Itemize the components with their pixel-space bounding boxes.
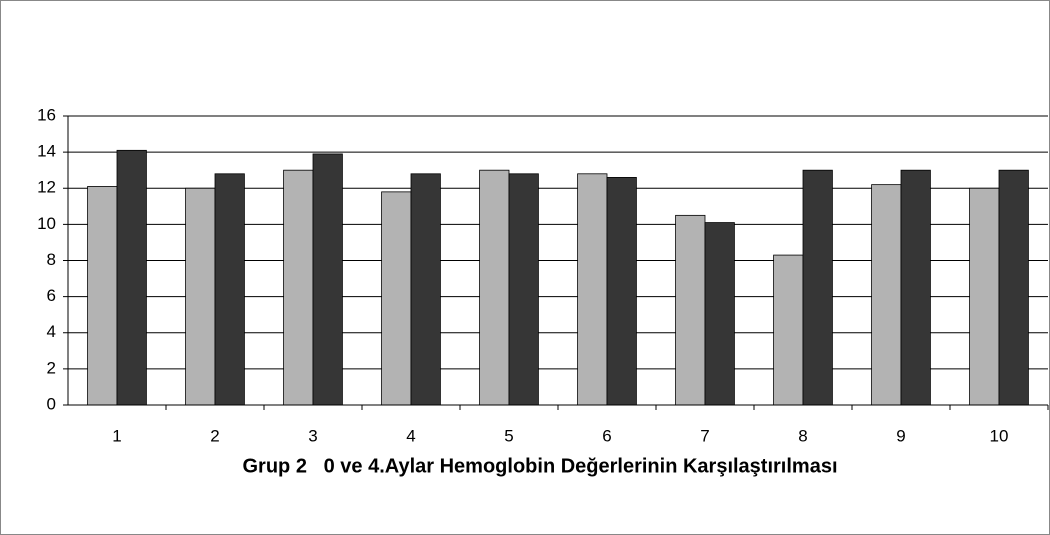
bar: [704, 222, 735, 406]
x-tick-label: 2: [210, 426, 219, 445]
bar: [283, 169, 314, 406]
x-tick-label: 4: [406, 426, 415, 445]
bar: [900, 169, 931, 406]
y-tick-label: 12: [37, 178, 56, 197]
bar: [871, 184, 902, 406]
y-tick-label: 8: [47, 250, 56, 269]
y-tick-label: 14: [37, 142, 56, 161]
bar: [381, 191, 412, 406]
chart-title: Grup 2 0 ve 4.Aylar Hemoglobin Değerleri…: [242, 455, 837, 477]
bar: [675, 214, 706, 406]
y-tick-label: 0: [47, 394, 56, 413]
bar: [185, 187, 216, 406]
y-tick-label: 10: [37, 214, 56, 233]
bar: [410, 173, 441, 406]
bar: [116, 149, 147, 406]
bar: [998, 169, 1029, 406]
x-tick-label: 6: [602, 426, 611, 445]
bar: [214, 173, 245, 406]
bar: [479, 169, 510, 406]
x-tick-label: 1: [112, 426, 121, 445]
x-tick-label: 3: [308, 426, 317, 445]
bar: [312, 153, 343, 406]
y-tick-label: 6: [47, 286, 56, 305]
x-tick-label: 8: [798, 426, 807, 445]
x-tick-label: 9: [896, 426, 905, 445]
y-tick-label: 2: [47, 358, 56, 377]
x-tick-label: 5: [504, 426, 513, 445]
bar: [802, 169, 833, 406]
x-tick-label: 10: [990, 426, 1009, 445]
bar: [969, 187, 1000, 406]
bar: [87, 186, 118, 406]
bar: [773, 254, 804, 406]
y-tick-label: 16: [37, 105, 56, 124]
bar: [577, 173, 608, 406]
x-tick-label: 7: [700, 426, 709, 445]
bar: [508, 173, 539, 406]
bar: [606, 177, 637, 406]
y-tick-label: 4: [47, 322, 56, 341]
